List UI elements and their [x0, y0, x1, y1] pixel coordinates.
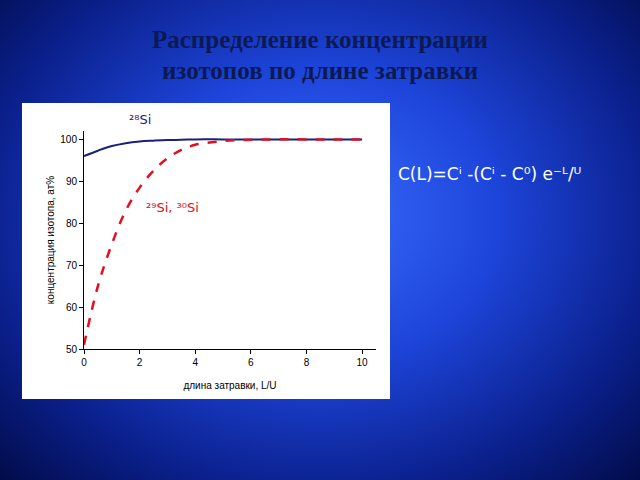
svg-text:концентрация изотопа, ат%: концентрация изотопа, ат% [45, 176, 56, 304]
svg-text:2: 2 [137, 357, 143, 368]
html-text:C(L)=Cⁱ -(Cⁱ - C⁰) e⁻ᴸ/ᵁ: C(L)=Cⁱ -(Cⁱ - C⁰) e⁻ᴸ/ᵁ [398, 164, 582, 184]
svg-text:6: 6 [248, 357, 254, 368]
svg-text:50: 50 [66, 344, 78, 355]
html-text:Распределение концентрации: Распределение концентрации [152, 26, 488, 53]
svg-text:60: 60 [66, 302, 78, 313]
svg-text:²⁸Si: ²⁸Si [129, 112, 151, 127]
svg-text:0: 0 [81, 357, 87, 368]
svg-text:4: 4 [192, 357, 198, 368]
svg-text:80: 80 [66, 218, 78, 229]
svg-text:8: 8 [304, 357, 310, 368]
html-text:изотопов по длине затравки: изотопов по длине затравки [161, 57, 479, 84]
svg-text:100: 100 [60, 134, 77, 145]
svg-text:10: 10 [357, 357, 369, 368]
svg-text:70: 70 [66, 260, 78, 271]
svg-text:²⁹Si, ³⁰Si: ²⁹Si, ³⁰Si [146, 200, 199, 215]
svg-text:длина затравки, L/U: длина затравки, L/U [183, 380, 276, 391]
svg-text:90: 90 [66, 176, 78, 187]
